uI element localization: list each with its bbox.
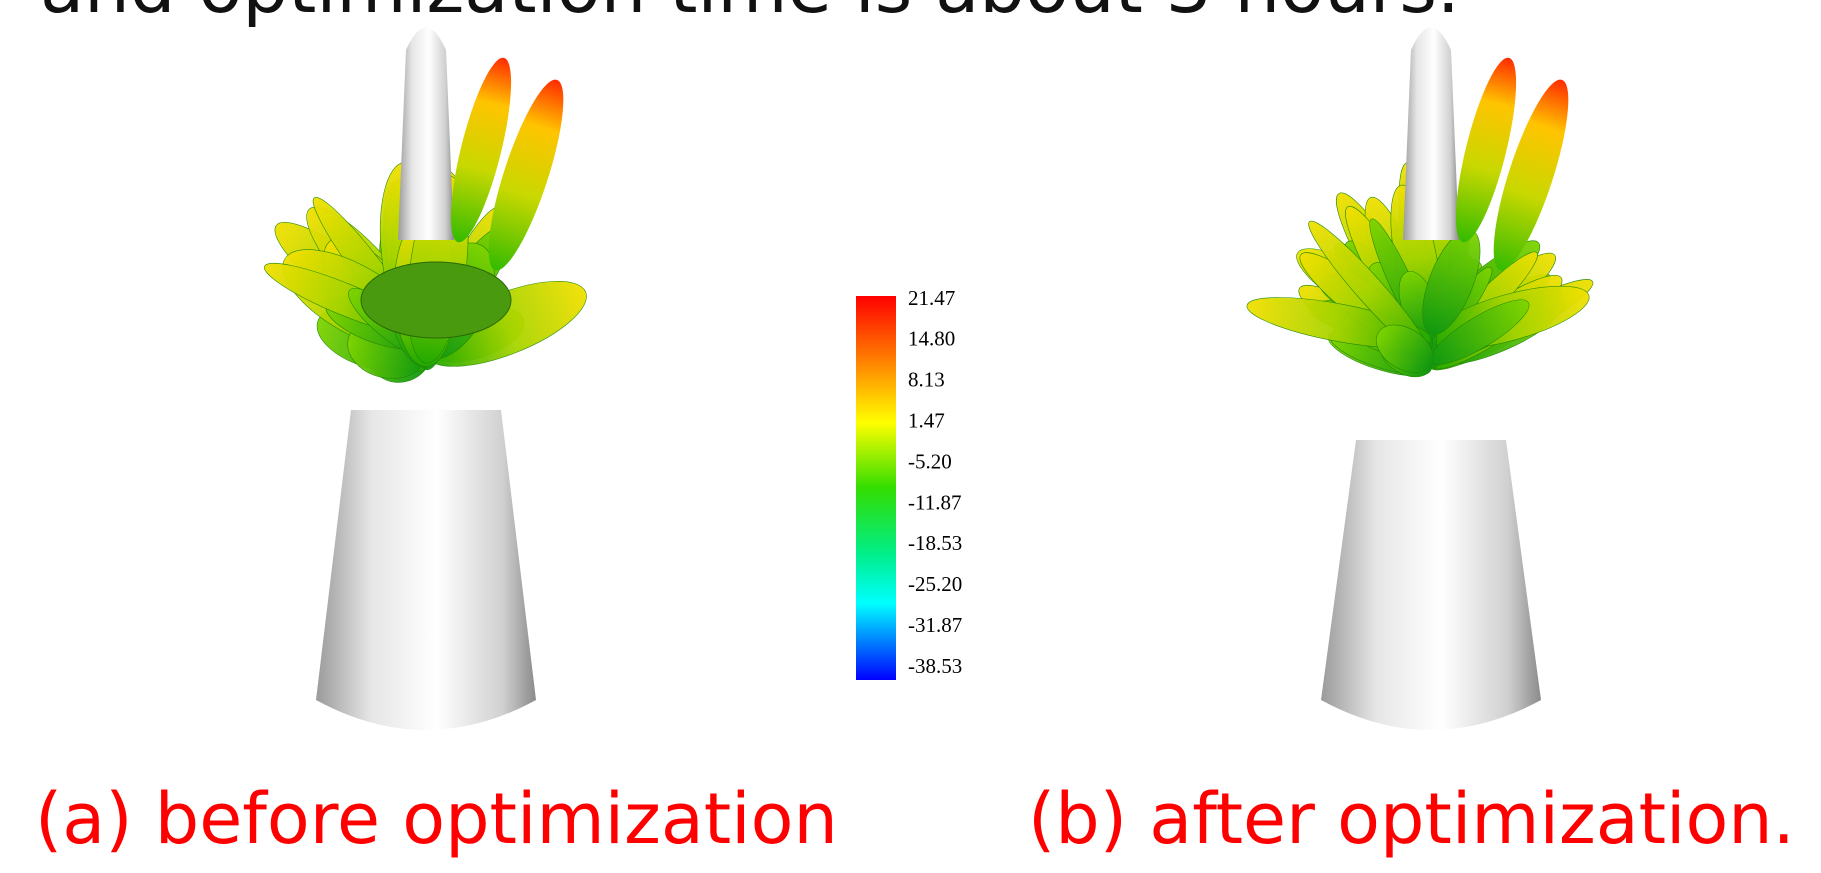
slide: and optimization time is about 3 hours. … bbox=[0, 0, 1821, 873]
cone bbox=[1321, 440, 1541, 730]
colorbar-label: -31.87 bbox=[908, 613, 962, 637]
colorbar-label: -5.20 bbox=[908, 449, 952, 473]
caption: (b) after optimization. bbox=[1028, 778, 1795, 860]
caption: (a) before optimization bbox=[35, 778, 838, 860]
colorbar-label: -18.53 bbox=[908, 531, 962, 555]
pattern-after bbox=[1244, 28, 1600, 731]
colorbar-label: -11.87 bbox=[908, 490, 961, 514]
colorbar: 21.47 14.80 8.13 1.47 -5.20 -11.87 -18.53 -25.2… bbox=[856, 286, 962, 680]
cone bbox=[316, 410, 536, 730]
colorbar-label: 8.13 bbox=[908, 368, 945, 392]
spike bbox=[398, 28, 454, 241]
colorbar-label: -38.53 bbox=[908, 654, 962, 678]
inner-lobe bbox=[361, 262, 511, 338]
headline: and optimization time is about 3 hours. bbox=[40, 0, 1460, 29]
colorbar-label: 1.47 bbox=[908, 408, 945, 432]
colorbar-gradient bbox=[856, 296, 896, 680]
colorbar-label: 21.47 bbox=[908, 286, 955, 310]
colorbar-label: 14.80 bbox=[908, 327, 955, 351]
colorbar-labels: 21.47 14.80 8.13 1.47 -5.20 -11.87 -18.53 -25.2… bbox=[908, 286, 962, 678]
colorbar-label: -25.20 bbox=[908, 572, 962, 596]
spike bbox=[1403, 28, 1459, 241]
pattern-before bbox=[259, 28, 597, 731]
